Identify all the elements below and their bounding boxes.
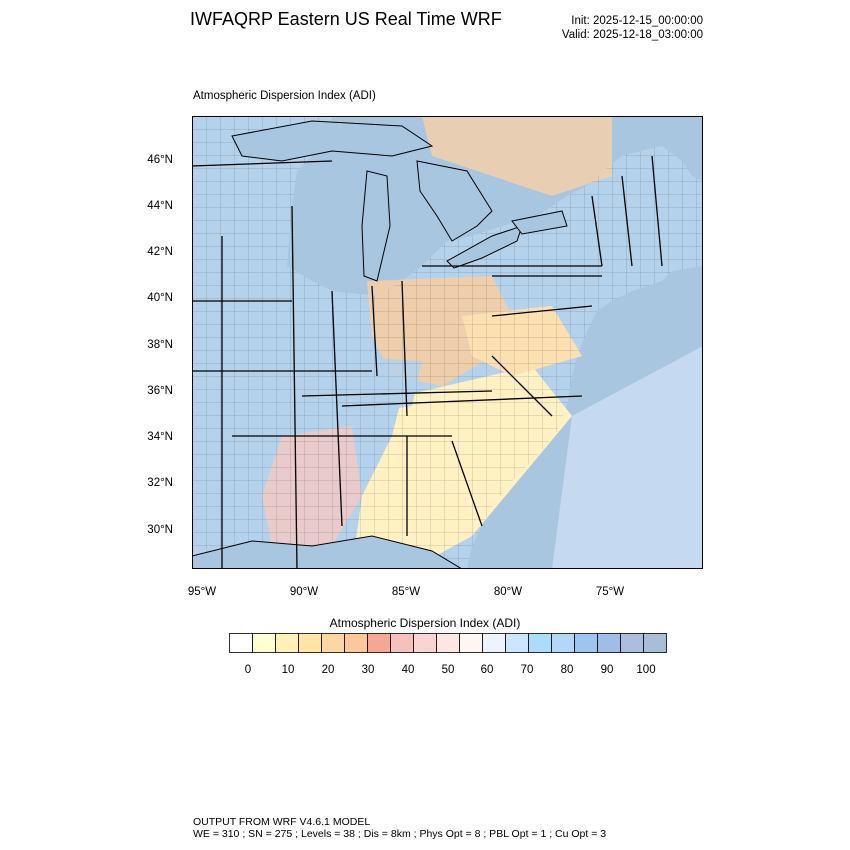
lake-ontario (511, 210, 568, 235)
colorbar-bin (275, 633, 299, 653)
colorbar-bin (528, 633, 552, 653)
lat-label: 42°N (147, 246, 173, 258)
colorbar-tick-label: 10 (281, 664, 295, 676)
lat-label: 32°N (147, 477, 173, 489)
colorbar-bin (252, 633, 276, 653)
lat-label: 36°N (147, 385, 173, 397)
colorbar-title: Atmospheric Dispersion Index (ADI) (329, 616, 521, 630)
colorbar-bin (344, 633, 368, 653)
lon-label: 80°W (493, 586, 523, 598)
colorbar-tick-label: 60 (480, 664, 494, 676)
lat-label: 44°N (147, 200, 173, 212)
colorbar-bin (505, 633, 529, 653)
colorbar-tick-label: 20 (321, 664, 335, 676)
plot-title: IWFAQRP Eastern US Real Time WRF (190, 9, 502, 29)
colorbar-bin (367, 633, 391, 653)
colorbar-bin (413, 633, 437, 653)
colorbar-tick-label: 30 (361, 664, 375, 676)
init-time: Init: 2025-12-15_00:00:00 (571, 15, 703, 27)
lake-michigan (361, 170, 391, 282)
colorbar-bin (620, 633, 644, 653)
field-label: Atmospheric Dispersion Index (ADI) (193, 90, 376, 102)
colorbar-bin (229, 633, 253, 653)
lat-label: 40°N (147, 292, 173, 304)
lat-label: 30°N (147, 524, 173, 536)
colorbar-bin (482, 633, 506, 653)
colorbar-bin (390, 633, 414, 653)
colorbar-bin (551, 633, 575, 653)
region-orange-northcanada (422, 116, 612, 196)
lon-label: 90°W (289, 586, 319, 598)
footer-config: WE = 310 ; SN = 275 ; Levels = 38 ; Dis … (193, 828, 607, 840)
time-info: Init: 2025-12-15_00:00:00 Valid: 2025-12… (562, 14, 703, 42)
lon-label: 95°W (187, 586, 217, 598)
colorbar-tick-label: 50 (441, 664, 455, 676)
colorbar-bin (298, 633, 322, 653)
county-lines (192, 116, 703, 569)
lake-erie (446, 225, 523, 269)
lon-label: 75°W (595, 586, 625, 598)
colorbar-bin (321, 633, 345, 653)
valid-time: Valid: 2025-12-18_03:00:00 (561, 29, 703, 41)
colorbar-tick-label: 80 (560, 664, 574, 676)
atlantic-ocean (552, 346, 703, 569)
colorbar-bin (459, 633, 483, 653)
lat-label: 34°N (147, 431, 173, 443)
colorbar-tick-label: 100 (636, 664, 656, 676)
colorbar-tick-label: 90 (600, 664, 614, 676)
weather-map (192, 116, 703, 569)
map-frame (192, 116, 703, 569)
colorbar-tick-label: 40 (401, 664, 415, 676)
colorbar-tick-label: 0 (244, 664, 252, 676)
state-boundaries (192, 155, 663, 569)
lat-label: 46°N (147, 154, 173, 166)
colorbar-tick-label: 70 (520, 664, 534, 676)
lake-superior (231, 120, 434, 162)
colorbar-bin (643, 633, 667, 653)
colorbar (229, 633, 667, 653)
lat-label: 38°N (147, 339, 173, 351)
colorbar-bin (597, 633, 621, 653)
lon-label: 85°W (391, 586, 421, 598)
lake-huron (416, 160, 493, 242)
footer-model: OUTPUT FROM WRF V4.6.1 MODEL (193, 816, 371, 828)
gulf-of-mexico (192, 535, 463, 569)
colorbar-bin (574, 633, 598, 653)
colorbar-bin (436, 633, 460, 653)
